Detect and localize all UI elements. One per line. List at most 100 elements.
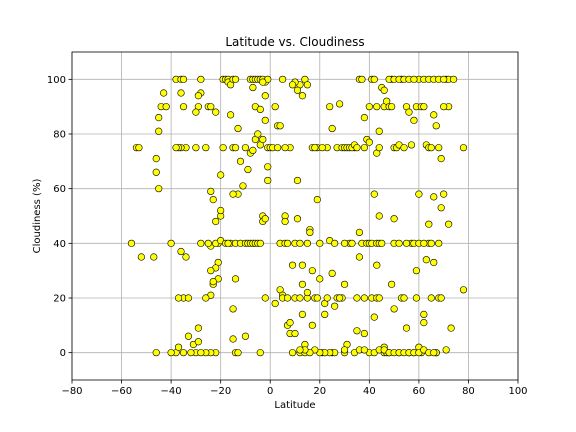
data-point [313, 294, 321, 302]
y-tick-label: 60 [53, 184, 66, 195]
y-tick-label: 0 [60, 348, 66, 359]
data-point [380, 86, 388, 94]
data-point [152, 349, 160, 357]
data-point [293, 176, 302, 185]
data-point [184, 294, 193, 302]
data-point [241, 332, 250, 340]
data-point [194, 338, 202, 346]
data-point [422, 256, 430, 264]
data-point [298, 280, 307, 288]
data-point [239, 182, 247, 190]
data-point [360, 346, 368, 354]
data-point [420, 310, 428, 319]
data-point [177, 247, 185, 256]
x-axis-label: Latitude [274, 400, 315, 411]
data-point [229, 190, 237, 198]
data-point [390, 305, 398, 313]
data-point [152, 168, 160, 176]
data-point [249, 146, 257, 154]
data-point [192, 144, 200, 152]
data-point [209, 278, 217, 286]
plot-frame [71, 51, 519, 381]
data-point [241, 144, 250, 152]
data-point [249, 83, 257, 92]
data-point [375, 144, 383, 152]
data-point [296, 239, 304, 247]
data-point [135, 144, 143, 152]
data-point [365, 103, 373, 111]
x-tick-label: 40 [363, 386, 376, 397]
data-point [353, 327, 361, 335]
data-point [288, 349, 297, 357]
data-point [298, 310, 307, 319]
data-point [296, 294, 304, 302]
data-point [244, 165, 252, 174]
data-point [378, 239, 386, 247]
data-point [316, 275, 324, 283]
data-point [375, 212, 383, 220]
data-point [137, 253, 145, 261]
data-point [187, 349, 195, 357]
data-point [184, 332, 193, 340]
data-point [303, 239, 311, 247]
data-point [355, 228, 364, 236]
data-point [425, 220, 433, 228]
data-point [182, 253, 190, 261]
data-point [336, 100, 344, 108]
data-point [318, 144, 326, 152]
data-point [152, 155, 160, 163]
data-point [202, 144, 210, 152]
y-tick-label: 100 [47, 75, 66, 86]
data-point [412, 294, 421, 302]
x-tick-label: 0 [267, 386, 273, 397]
data-point [236, 157, 245, 165]
data-point [430, 258, 438, 267]
data-point [358, 75, 366, 83]
data-point [410, 116, 418, 124]
x-tick-label: −80 [61, 386, 82, 397]
data-point [353, 294, 361, 302]
data-point [283, 239, 292, 247]
data-point [202, 294, 210, 302]
data-point [430, 111, 438, 119]
data-point [261, 116, 269, 124]
data-point [316, 239, 324, 247]
data-point [279, 75, 287, 83]
data-point [194, 324, 202, 332]
data-point [167, 349, 175, 357]
data-point [286, 319, 294, 327]
data-point [323, 294, 331, 302]
data-point [231, 75, 240, 83]
data-point [264, 176, 272, 185]
x-tick-label: 100 [508, 386, 527, 397]
data-point [365, 138, 373, 146]
y-axis-ticks: 0 20 40 60 80 100 [47, 75, 72, 359]
data-point [420, 319, 428, 327]
data-point [261, 92, 269, 100]
x-tick-label: −60 [111, 386, 132, 397]
data-point [375, 294, 383, 302]
data-point [172, 144, 180, 152]
data-point [420, 239, 428, 247]
data-point [373, 103, 381, 111]
data-points [127, 75, 468, 357]
y-tick-label: 80 [53, 130, 66, 141]
x-axis-ticks: −80 −60 −40 −20 0 20 40 60 80 100 [61, 380, 528, 397]
data-point [336, 294, 344, 302]
data-point [212, 217, 220, 226]
data-point [427, 239, 435, 247]
data-point [256, 105, 264, 113]
data-point [308, 321, 316, 329]
data-point [274, 144, 282, 152]
data-point [437, 155, 445, 163]
data-point [311, 144, 319, 152]
data-point [219, 144, 227, 152]
data-point [303, 288, 311, 297]
data-point [331, 239, 339, 247]
data-point [410, 75, 418, 83]
data-point [306, 228, 314, 236]
data-point [303, 81, 311, 89]
data-point [174, 294, 183, 302]
data-point [326, 103, 334, 111]
